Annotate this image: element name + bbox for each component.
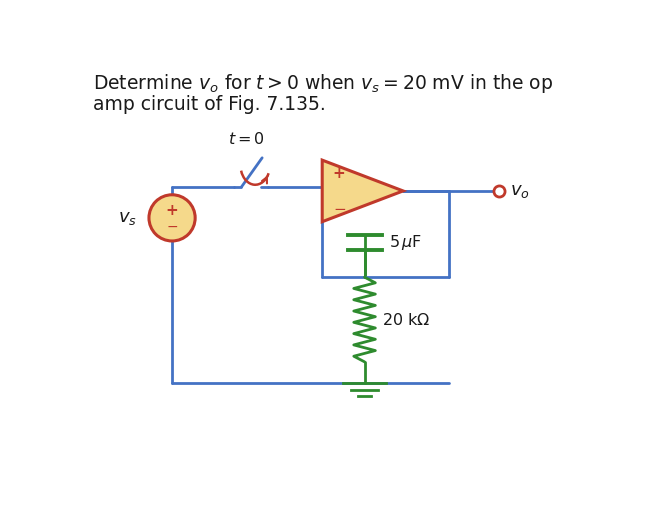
Text: Determine $v_o$ for $t > 0$ when $v_s = 20$ mV in the op: Determine $v_o$ for $t > 0$ when $v_s = … (93, 72, 553, 94)
Circle shape (149, 195, 195, 241)
Text: $-$: $-$ (166, 219, 178, 232)
Text: +: + (166, 204, 178, 219)
Text: $5\,\mu$F: $5\,\mu$F (389, 233, 422, 252)
Text: $t = 0$: $t = 0$ (227, 131, 265, 147)
Text: +: + (333, 167, 346, 182)
Text: $v_o$: $v_o$ (510, 182, 530, 200)
Polygon shape (322, 160, 403, 222)
Text: amp circuit of Fig. 7.135.: amp circuit of Fig. 7.135. (93, 95, 326, 114)
Text: $-$: $-$ (333, 201, 346, 215)
Text: $v_s$: $v_s$ (119, 209, 138, 227)
Text: $20$ k$\Omega$: $20$ k$\Omega$ (381, 311, 430, 327)
